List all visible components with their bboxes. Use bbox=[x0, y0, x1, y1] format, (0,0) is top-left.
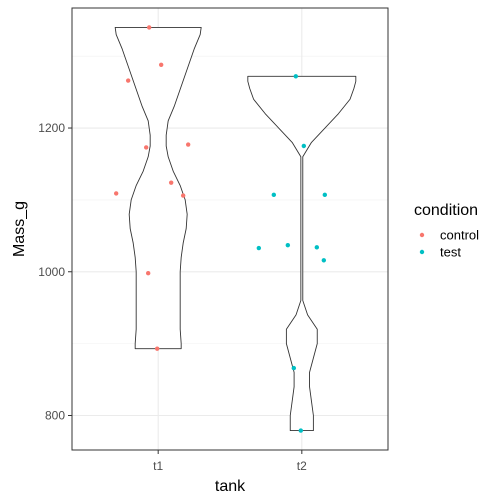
point-control bbox=[113, 191, 119, 196]
legend-key-test bbox=[419, 249, 425, 255]
point-control bbox=[168, 180, 174, 185]
point-test bbox=[298, 428, 304, 433]
y-tick-label: 1000 bbox=[38, 265, 65, 279]
point-test bbox=[322, 192, 328, 198]
point-control bbox=[180, 193, 186, 198]
x-tick-label: t2 bbox=[297, 459, 307, 473]
violin-shapes bbox=[114, 26, 357, 432]
point-control bbox=[185, 142, 191, 147]
point-control bbox=[158, 62, 164, 67]
legend-entries: control test bbox=[419, 228, 479, 260]
axes: 800 1000 1200 t1 t2 bbox=[38, 121, 307, 473]
point-test bbox=[293, 74, 299, 79]
point-test bbox=[314, 245, 320, 250]
violin-t1 bbox=[114, 26, 202, 350]
point-test bbox=[256, 245, 262, 251]
point-control bbox=[145, 271, 151, 276]
x-axis-title: tank bbox=[215, 478, 246, 495]
y-tick-label: 1200 bbox=[38, 121, 65, 135]
legend-title: condition bbox=[414, 202, 478, 219]
grid-lines bbox=[72, 8, 388, 450]
legend-key-control bbox=[419, 232, 425, 238]
y-tick-label: 800 bbox=[45, 409, 65, 423]
point-test bbox=[271, 192, 277, 198]
point-control bbox=[146, 25, 152, 30]
x-tick-label: t1 bbox=[153, 459, 163, 473]
point-test bbox=[291, 365, 297, 371]
legend: condition control test bbox=[414, 202, 479, 260]
y-axis-title: Mass_g bbox=[11, 201, 28, 257]
point-test bbox=[321, 258, 327, 263]
data-points bbox=[113, 25, 328, 433]
point-control bbox=[125, 78, 131, 83]
violin-t2 bbox=[247, 75, 357, 432]
point-test bbox=[285, 242, 291, 248]
legend-label-control: control bbox=[440, 228, 479, 243]
legend-label-test: test bbox=[440, 245, 461, 260]
point-test bbox=[301, 143, 307, 149]
point-control bbox=[154, 346, 160, 351]
point-control bbox=[143, 145, 149, 150]
plot-panel-border bbox=[71, 7, 389, 451]
